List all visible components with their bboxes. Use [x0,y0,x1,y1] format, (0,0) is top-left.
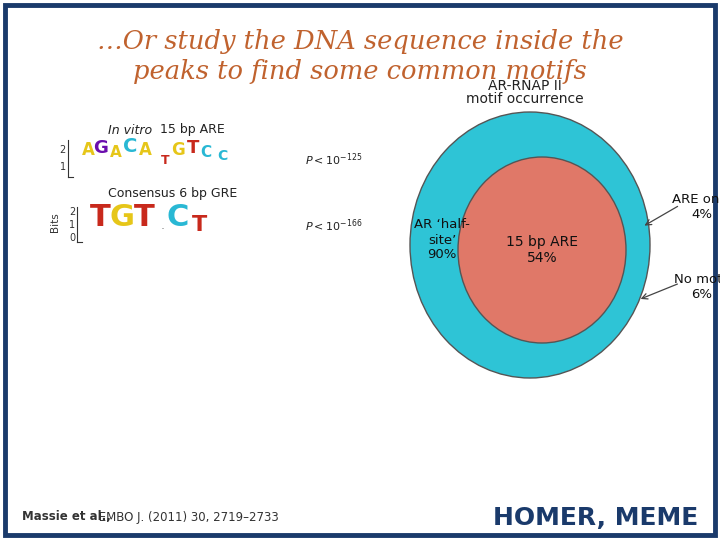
Text: T: T [89,203,110,232]
Text: Bits: Bits [50,212,60,232]
Text: C: C [217,149,227,163]
Text: $P < 10^{-125}$: $P < 10^{-125}$ [305,152,362,168]
Text: 2: 2 [68,207,75,217]
FancyBboxPatch shape [5,5,715,535]
Text: $P < 10^{-166}$: $P < 10^{-166}$ [305,218,362,234]
Text: No motif
6%: No motif 6% [674,273,720,301]
Text: .: . [161,219,165,232]
Text: HOMER, MEME: HOMER, MEME [492,506,698,530]
Text: T: T [192,215,207,235]
Text: A: A [81,141,94,159]
Text: 15 bp ARE: 15 bp ARE [156,124,225,137]
Text: AR ‘half-
site’
90%: AR ‘half- site’ 90% [414,219,470,261]
Text: 15 bp ARE
54%: 15 bp ARE 54% [506,235,578,265]
Ellipse shape [410,112,650,378]
Text: C: C [167,203,189,232]
Text: …Or study the DNA sequence inside the: …Or study the DNA sequence inside the [96,30,624,55]
Text: C: C [123,137,138,156]
Text: 2: 2 [60,145,66,155]
Text: 1: 1 [60,162,66,172]
Text: EMBO J. (2011) 30, 2719–2733: EMBO J. (2011) 30, 2719–2733 [95,510,279,523]
Text: In vitro: In vitro [108,124,152,137]
Text: Consensus 6 bp GRE: Consensus 6 bp GRE [108,186,238,199]
Text: T: T [134,203,154,232]
Text: T: T [186,139,199,157]
Text: G: G [109,203,135,232]
Text: 1: 1 [69,220,75,230]
Text: ARE only
4%: ARE only 4% [672,193,720,221]
Text: T: T [161,154,169,167]
Text: motif occurrence: motif occurrence [466,92,584,106]
Text: A: A [138,141,151,159]
Text: G: G [94,139,109,157]
Text: 0: 0 [69,233,75,243]
Text: Massie et al.,: Massie et al., [22,510,111,523]
Text: G: G [171,141,185,159]
Text: A: A [110,145,122,160]
Text: C: C [200,145,212,160]
Text: AR-RNAP II: AR-RNAP II [488,79,562,93]
Text: peaks to find some common motifs: peaks to find some common motifs [133,59,587,84]
Ellipse shape [458,157,626,343]
